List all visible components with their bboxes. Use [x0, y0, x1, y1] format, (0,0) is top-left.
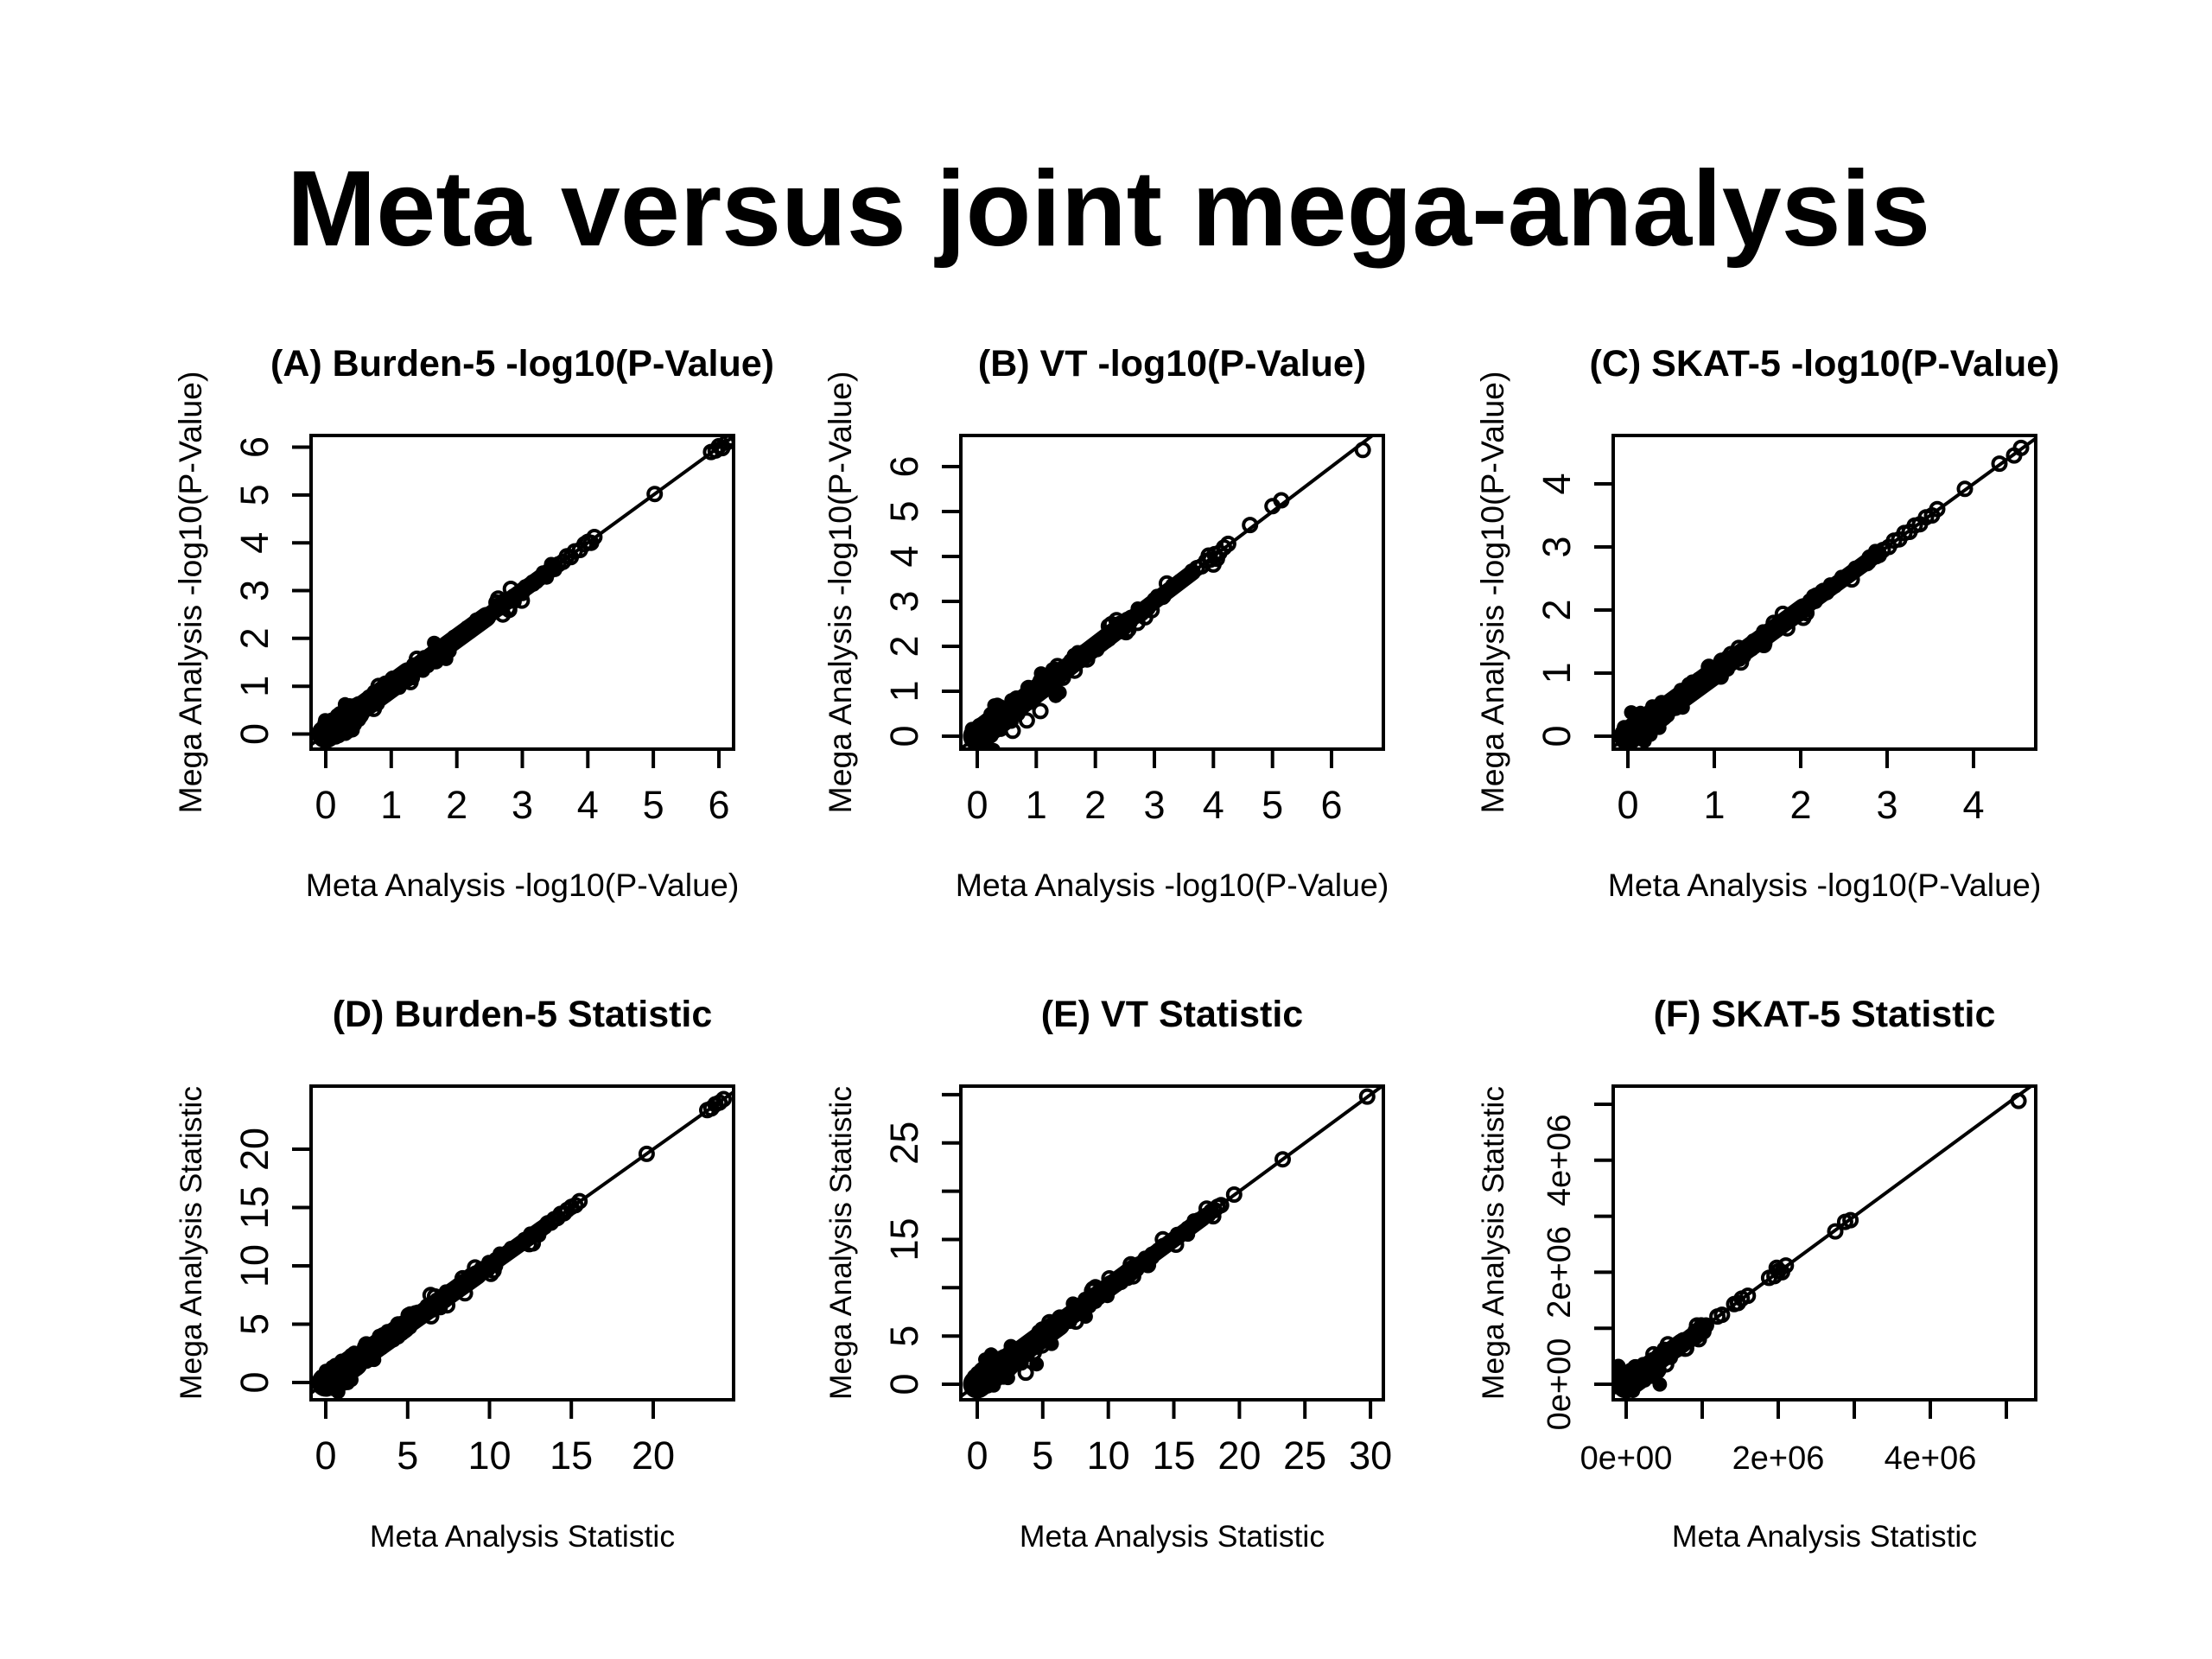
svg-text:3: 3: [882, 590, 926, 612]
svg-text:4: 4: [1535, 473, 1579, 494]
svg-text:0: 0: [315, 1433, 336, 1478]
svg-text:2: 2: [882, 635, 926, 657]
svg-text:5: 5: [643, 783, 664, 827]
svg-text:Meta versus joint mega-analysi: Meta versus joint mega-analysis: [287, 149, 1930, 269]
svg-text:Mega Analysis Statistic: Mega Analysis Statistic: [1476, 1086, 1510, 1400]
svg-text:(C) SKAT-5 -log10(P-Value): (C) SKAT-5 -log10(P-Value): [1590, 343, 2060, 385]
svg-text:5: 5: [1032, 1433, 1053, 1478]
svg-text:0: 0: [1535, 725, 1579, 747]
svg-text:6: 6: [882, 455, 926, 477]
svg-text:2e+06: 2e+06: [1541, 1226, 1578, 1319]
svg-text:(F) SKAT-5 Statistic: (F) SKAT-5 Statistic: [1654, 994, 1996, 1035]
svg-text:10: 10: [467, 1433, 511, 1478]
svg-text:Meta Analysis Statistic: Meta Analysis Statistic: [370, 1519, 675, 1554]
svg-text:10: 10: [232, 1244, 276, 1287]
svg-text:(B) VT -log10(P-Value): (B) VT -log10(P-Value): [978, 343, 1366, 385]
svg-text:Mega Analysis -log10(P-Value): Mega Analysis -log10(P-Value): [822, 371, 858, 813]
svg-text:5: 5: [882, 500, 926, 522]
svg-text:25: 25: [882, 1122, 926, 1165]
svg-text:3: 3: [232, 580, 276, 601]
svg-text:5: 5: [232, 484, 276, 505]
svg-text:0: 0: [882, 1373, 926, 1395]
svg-text:4: 4: [1962, 783, 1984, 827]
svg-text:20: 20: [1217, 1433, 1261, 1478]
svg-text:(D) Burden-5 Statistic: (D) Burden-5 Statistic: [333, 994, 713, 1035]
svg-text:2: 2: [232, 627, 276, 649]
svg-text:1: 1: [1026, 783, 1047, 827]
svg-text:15: 15: [232, 1185, 276, 1229]
svg-text:Mega Analysis -log10(P-Value): Mega Analysis -log10(P-Value): [172, 371, 208, 813]
svg-text:4: 4: [1203, 783, 1224, 827]
svg-text:25: 25: [1283, 1433, 1326, 1478]
svg-text:2e+06: 2e+06: [1732, 1440, 1825, 1477]
svg-text:(A) Burden-5 -log10(P-Value): (A) Burden-5 -log10(P-Value): [270, 343, 774, 385]
svg-text:0: 0: [232, 1371, 276, 1393]
svg-text:0: 0: [232, 723, 276, 745]
svg-text:2: 2: [1535, 599, 1579, 620]
svg-text:0: 0: [966, 1433, 988, 1478]
svg-text:Meta Analysis -log10(P-Value): Meta Analysis -log10(P-Value): [1608, 867, 2042, 903]
svg-text:4e+06: 4e+06: [1885, 1440, 1977, 1477]
svg-text:5: 5: [232, 1313, 276, 1335]
svg-text:3: 3: [512, 783, 533, 827]
svg-text:6: 6: [708, 783, 729, 827]
svg-text:5: 5: [1262, 783, 1283, 827]
svg-text:2: 2: [446, 783, 467, 827]
svg-text:5: 5: [397, 1433, 418, 1478]
svg-text:1: 1: [380, 783, 402, 827]
svg-text:20: 20: [232, 1128, 276, 1171]
svg-text:15: 15: [550, 1433, 593, 1478]
svg-text:1: 1: [882, 680, 926, 702]
svg-text:0: 0: [966, 783, 988, 827]
svg-text:Meta Analysis -log10(P-Value): Meta Analysis -log10(P-Value): [956, 867, 1389, 903]
svg-text:3: 3: [1535, 536, 1579, 557]
svg-text:4: 4: [577, 783, 599, 827]
svg-text:30: 30: [1349, 1433, 1392, 1478]
svg-text:15: 15: [882, 1217, 926, 1261]
svg-text:3: 3: [1876, 783, 1897, 827]
svg-text:Meta Analysis Statistic: Meta Analysis Statistic: [1672, 1519, 1977, 1554]
svg-text:(E) VT Statistic: (E) VT Statistic: [1041, 994, 1303, 1035]
svg-text:Meta Analysis -log10(P-Value): Meta Analysis -log10(P-Value): [306, 867, 740, 903]
svg-text:6: 6: [1320, 783, 1342, 827]
svg-text:4: 4: [882, 545, 926, 567]
svg-text:15: 15: [1152, 1433, 1195, 1478]
svg-text:0: 0: [1617, 783, 1638, 827]
svg-text:5: 5: [882, 1325, 926, 1347]
svg-text:1: 1: [232, 676, 276, 697]
svg-text:Meta Analysis Statistic: Meta Analysis Statistic: [1020, 1519, 1325, 1554]
svg-text:2: 2: [1084, 783, 1106, 827]
svg-text:Mega Analysis Statistic: Mega Analysis Statistic: [174, 1086, 208, 1400]
svg-text:1: 1: [1535, 662, 1579, 683]
svg-text:20: 20: [632, 1433, 675, 1478]
svg-text:0: 0: [882, 725, 926, 747]
svg-text:6: 6: [232, 436, 276, 458]
svg-text:2: 2: [1789, 783, 1811, 827]
svg-text:1: 1: [1703, 783, 1725, 827]
svg-text:0e+00: 0e+00: [1580, 1440, 1673, 1477]
svg-text:0: 0: [315, 783, 336, 827]
svg-text:4: 4: [232, 532, 276, 554]
svg-text:Mega Analysis Statistic: Mega Analysis Statistic: [823, 1086, 858, 1400]
svg-text:Mega Analysis -log10(P-Value): Mega Analysis -log10(P-Value): [1474, 371, 1510, 813]
svg-text:10: 10: [1087, 1433, 1130, 1478]
svg-text:4e+06: 4e+06: [1541, 1114, 1578, 1206]
svg-text:0e+00: 0e+00: [1541, 1338, 1578, 1431]
svg-text:3: 3: [1143, 783, 1165, 827]
